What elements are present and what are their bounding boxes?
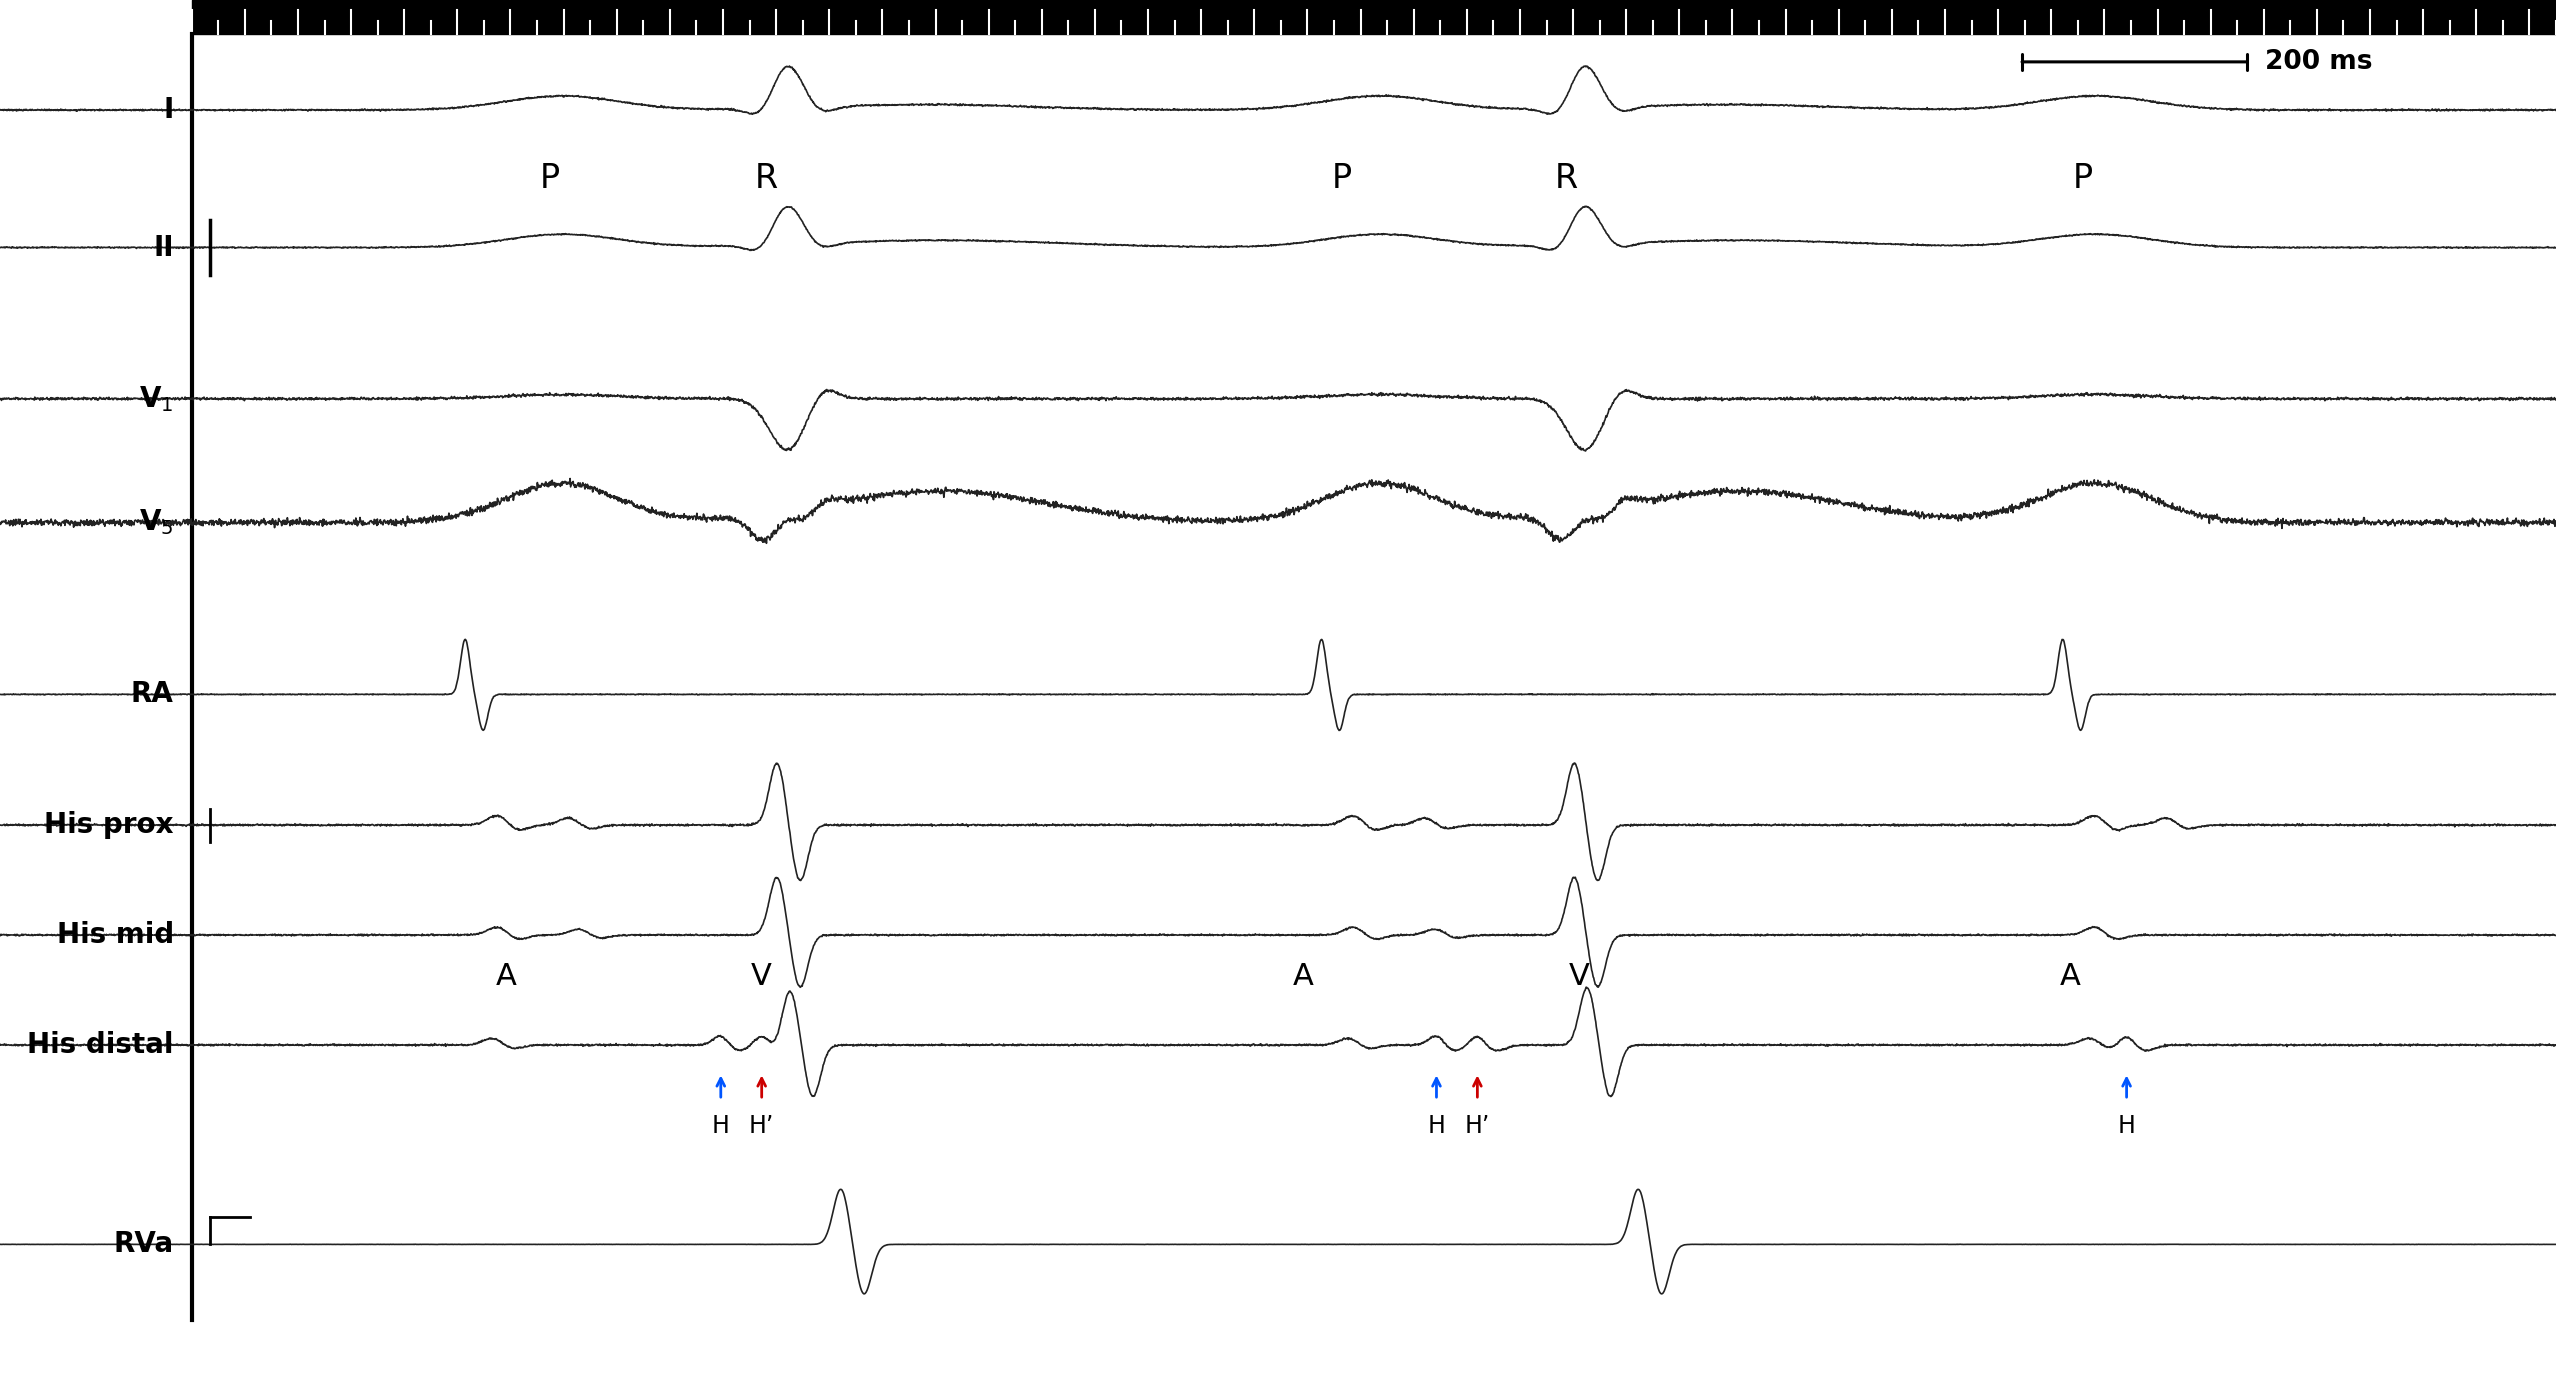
Text: H: H <box>2119 1114 2134 1137</box>
Text: H’: H’ <box>749 1114 774 1137</box>
Text: R: R <box>1554 162 1580 195</box>
Text: II: II <box>153 234 174 261</box>
Text: A: A <box>2060 961 2081 991</box>
Text: H: H <box>1429 1114 1444 1137</box>
Text: V: V <box>751 961 772 991</box>
Text: P: P <box>1332 162 1352 195</box>
Text: His mid: His mid <box>56 921 174 949</box>
Text: V$_5$: V$_5$ <box>138 507 174 538</box>
Text: H’: H’ <box>1465 1114 1490 1137</box>
Text: I: I <box>164 96 174 124</box>
Text: A: A <box>1293 961 1314 991</box>
Text: RA: RA <box>130 681 174 708</box>
Text: P: P <box>539 162 560 195</box>
Text: His distal: His distal <box>28 1031 174 1059</box>
Text: V: V <box>1569 961 1590 991</box>
Text: His prox: His prox <box>43 811 174 839</box>
Text: V$_1$: V$_1$ <box>141 384 174 414</box>
Text: R: R <box>754 162 780 195</box>
Text: P: P <box>2073 162 2093 195</box>
Text: H: H <box>713 1114 728 1137</box>
Text: 200 ms: 200 ms <box>2265 49 2372 74</box>
Text: A: A <box>496 961 516 991</box>
Text: RVa: RVa <box>112 1231 174 1258</box>
